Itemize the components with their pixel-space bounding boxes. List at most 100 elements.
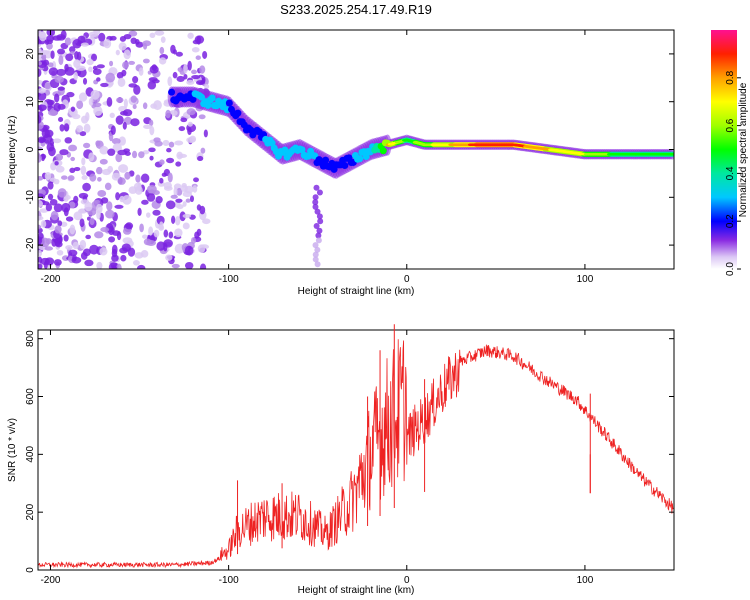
spectrogram-ridge-core	[671, 152, 674, 156]
spectrogram-noise-blob	[203, 129, 208, 138]
spectrogram-noise-blob	[156, 241, 166, 251]
spectrogram-noise-blob	[99, 158, 108, 165]
spectrogram-noise-blob	[175, 51, 183, 57]
spectrogram-xtick-label: -200	[40, 274, 60, 285]
spectrogram-noise-blob	[150, 103, 158, 109]
snr-xtick-label: 0	[404, 575, 410, 586]
spectrogram-noise-blob	[38, 142, 42, 147]
spectrogram-noise-blob	[89, 217, 95, 226]
spectrogram-noise-blob	[177, 153, 188, 158]
spectrogram-noise-blob	[73, 59, 81, 68]
spectrogram-noise-blob	[61, 202, 71, 213]
spectrogram-ridge-mid	[168, 88, 176, 96]
spectrogram-noise-blob	[96, 77, 101, 82]
spectrogram-tail-blob	[313, 222, 320, 229]
spectrogram-noise-blob	[159, 177, 164, 184]
spectrogram-noise-blob	[119, 110, 128, 116]
colorbar: 0.0 0.2 0.4 0.6 0.8 Normalized spectral ampl…	[711, 30, 749, 276]
snr-ytick-label: 800	[25, 330, 36, 347]
spectrogram-noise-blob	[38, 91, 47, 101]
spectrogram-noise-blob	[89, 173, 97, 182]
spectrogram-noise-blob	[114, 204, 124, 209]
spectrogram-noise-blob	[38, 61, 42, 66]
spectrogram-noise-blob	[111, 172, 121, 181]
spectrogram-ridge-mid	[362, 153, 370, 161]
spectrogram-noise-blob	[159, 57, 167, 65]
spectrogram-tail-blob	[314, 246, 321, 253]
spectrogram-noise-blob	[94, 231, 104, 239]
spectrogram-noise-blob	[65, 53, 74, 62]
spectrogram-noise-blob	[53, 259, 62, 266]
spectrogram-noise-blob	[88, 97, 94, 106]
spectrogram-noise-blob	[38, 154, 42, 163]
spectrogram-noise-blob	[70, 156, 76, 162]
spectrogram-noise-blob	[116, 97, 124, 103]
spectrogram-noise-blob	[47, 181, 54, 190]
spectrogram-noise-blob	[53, 203, 63, 213]
spectrogram-noise-blob	[88, 66, 93, 73]
spectrogram-noise-blob	[105, 209, 115, 219]
colorbar-tick-label: 0.4	[725, 166, 736, 180]
spectrogram-noise-blob	[159, 46, 165, 55]
spectrogram-noise-blob	[60, 30, 67, 40]
spectrogram-noise-blob	[142, 102, 148, 110]
spectrogram-noise-blob	[148, 226, 154, 236]
spectrogram-tail-blob	[315, 232, 322, 239]
spectrogram-noise-blob	[128, 83, 138, 88]
spectrogram-noise-blob	[175, 216, 181, 226]
spectrogram-noise-blob	[152, 209, 161, 216]
spectrogram-noise-blob	[191, 47, 200, 53]
spectrogram-noise-blob	[38, 193, 44, 198]
spectrogram-noise-blob	[196, 204, 202, 211]
spectrogram-noise-blob	[151, 64, 158, 71]
spectrogram-noise-blob	[45, 203, 53, 212]
spectrogram-noise-blob	[192, 185, 198, 193]
spectrogram-noise-blob	[81, 175, 88, 180]
spectrogram-noise-blob	[54, 75, 64, 84]
spectrogram-tail-blob	[316, 227, 323, 234]
spectrogram-noise-blob	[81, 157, 86, 166]
spectrogram-noise-blob	[50, 210, 59, 221]
spectrogram-noise-blob	[40, 257, 50, 266]
spectrogram-noise-blob	[64, 63, 69, 72]
spectrogram-noise-blob	[138, 67, 144, 76]
spectrogram-noise-blob	[72, 39, 82, 49]
spectrogram-noise-blob	[79, 218, 85, 228]
spectrogram-noise-blob	[195, 55, 201, 60]
spectrogram-noise-blob	[184, 245, 194, 256]
spectrogram-noise-blob	[82, 77, 88, 85]
spectrogram-noise-blob	[118, 42, 127, 51]
spectrogram-noise-blob	[39, 31, 47, 42]
spectrogram-noise-blob	[106, 97, 113, 107]
spectrogram-noise-blob	[137, 207, 142, 217]
spectrogram-noise-blob	[183, 63, 188, 74]
spectrogram-noise-blob	[69, 224, 76, 235]
spectrogram-noise-blob	[171, 263, 180, 269]
spectrogram-noise-blob	[83, 142, 91, 149]
snr-ytick-label: 400	[25, 446, 36, 463]
spectrogram-ytick-label: -10	[25, 190, 36, 205]
spectrogram-noise-blob	[187, 60, 192, 71]
spectrogram-noise-blob	[44, 171, 52, 181]
spectrogram-noise-blob	[148, 119, 154, 127]
spectrogram-noise-blob	[56, 68, 66, 77]
spectrogram-noise-blob	[184, 261, 194, 269]
spectrogram-noise-blob	[159, 221, 164, 230]
spectrogram-noise-blob	[166, 147, 172, 153]
spectrogram-noise-blob	[167, 172, 173, 183]
spectrogram-noise-blob	[124, 171, 131, 180]
spectrogram-noise-blob	[38, 88, 46, 94]
spectrogram-noise-blob	[71, 256, 82, 264]
spectrogram-noise-blob	[92, 102, 102, 108]
spectrogram-noise-blob	[163, 186, 173, 191]
spectrogram-noise-blob	[120, 254, 127, 262]
spectrogram-noise-blob	[154, 140, 163, 147]
snr-ytick-label: 200	[25, 503, 36, 520]
spectrogram-ridge-mid	[298, 146, 306, 154]
spectrogram-ridge-mid	[322, 156, 330, 164]
spectrogram-tail-blob	[316, 189, 323, 196]
spectrogram-noise-blob	[76, 125, 84, 133]
spectrogram-ridge-mid	[198, 93, 206, 101]
spectrogram-noise-blob	[185, 198, 191, 203]
spectrogram-noise-blob	[73, 166, 81, 172]
